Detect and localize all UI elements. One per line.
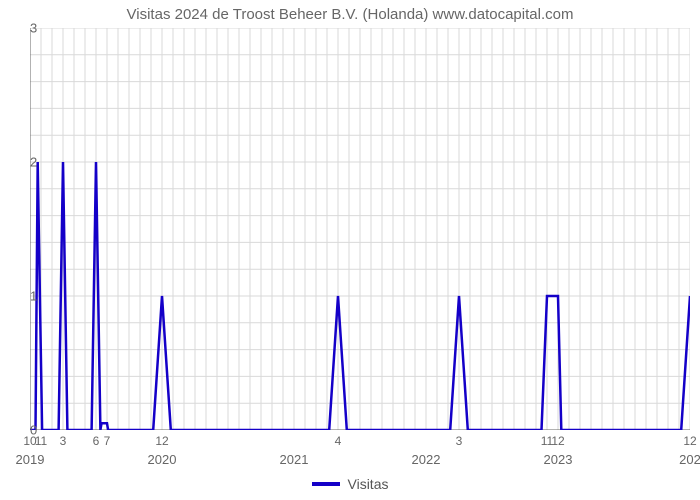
chart-title: Visitas 2024 de Troost Beheer B.V. (Hola… <box>0 6 700 23</box>
x-minor-tick-label: 4 <box>335 434 342 448</box>
x-major-tick-label: 2021 <box>280 452 309 467</box>
x-minor-tick-label: 12 <box>551 434 564 448</box>
x-minor-tick-label: 12 <box>155 434 168 448</box>
x-major-tick-label: 2022 <box>412 452 441 467</box>
y-tick-label: 2 <box>30 155 36 170</box>
legend-swatch <box>312 482 340 486</box>
x-minor-tick-label: 11 <box>35 434 47 448</box>
line-chart <box>30 28 690 430</box>
x-minor-tick-label: 3 <box>456 434 463 448</box>
y-tick-label: 3 <box>30 21 36 36</box>
x-minor-tick-label: 12 <box>683 434 696 448</box>
x-major-tick-label: 202 <box>679 452 700 467</box>
x-major-tick-label: 2020 <box>148 452 177 467</box>
x-minor-tick-label: 6 <box>93 434 100 448</box>
legend-label: Visitas <box>348 476 389 492</box>
x-major-tick-label: 2019 <box>16 452 45 467</box>
x-major-tick-label: 2023 <box>544 452 573 467</box>
x-minor-tick-label: 3 <box>60 434 67 448</box>
y-tick-label: 1 <box>30 289 36 304</box>
chart-legend: Visitas <box>0 476 700 492</box>
x-minor-tick-label: 7 <box>104 434 111 448</box>
